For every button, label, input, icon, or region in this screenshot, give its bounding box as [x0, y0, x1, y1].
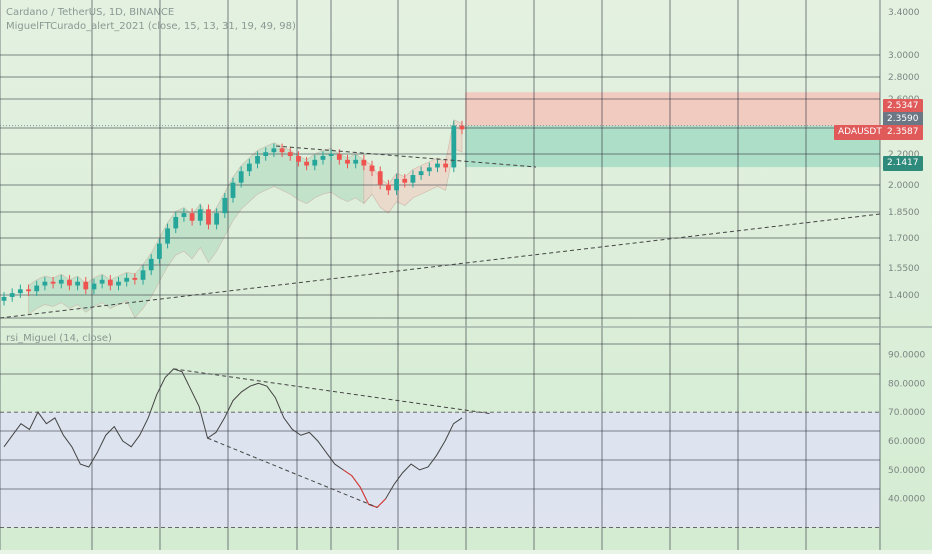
price-tick-0: 3.4000 — [888, 8, 920, 18]
rsi-band — [0, 412, 880, 528]
candle-body-53 — [435, 163, 440, 168]
candle-body-15 — [124, 277, 130, 282]
candle-body-44 — [361, 159, 367, 166]
candle-body-2 — [17, 289, 23, 294]
rsi-legend: rsi_Miguel (14, close) — [6, 333, 112, 344]
candle-body-38 — [312, 159, 318, 166]
candle-body-25 — [206, 209, 211, 225]
candle-body-41 — [336, 154, 342, 160]
trendline-support — [0, 213, 881, 319]
rsi-line-highlight — [342, 469, 387, 508]
candle-body-39 — [320, 156, 326, 160]
candle-body-43 — [353, 159, 359, 164]
target-zone — [465, 125, 880, 168]
candle-body-6 — [50, 281, 56, 284]
price-tick-9: 1.5500 — [888, 264, 920, 274]
candle-body-32 — [263, 152, 269, 156]
candle-body-54 — [443, 163, 449, 168]
rsi-tick-4: 50.0000 — [888, 466, 925, 476]
candle-body-45 — [369, 165, 375, 172]
candle-body-47 — [385, 184, 391, 191]
candle-body-26 — [214, 213, 220, 225]
candle-body-27 — [222, 197, 228, 214]
candle-body-4 — [34, 285, 40, 292]
stop-zone — [465, 92, 880, 126]
price-tick-6: 2.0000 — [888, 181, 920, 191]
price-tick-1: 3.0000 — [888, 51, 920, 61]
candle-body-8 — [67, 279, 72, 286]
trendline-resistance — [275, 145, 537, 168]
candle-body-7 — [58, 279, 64, 284]
candle-body-16 — [132, 277, 138, 280]
rsi-tick-3: 60.0000 — [888, 437, 925, 447]
candle-body-34 — [279, 148, 285, 153]
candle-body-46 — [377, 171, 383, 185]
chart-title: Cardano / TetherUS, 1D, BINANCE — [6, 7, 175, 18]
price-tick-7: 1.8500 — [888, 208, 920, 218]
candle-body-1 — [9, 293, 15, 297]
rsi-trendline-lower — [207, 437, 378, 508]
candle-body-50 — [410, 175, 416, 183]
symbol-tag: ADAUSDT — [834, 125, 886, 140]
candle-body-18 — [148, 258, 154, 271]
candle-body-20 — [165, 228, 170, 244]
candle-body-33 — [271, 148, 277, 153]
entry-price-tag: 2.3590 — [883, 112, 923, 127]
rsi-tick-1: 80.0000 — [888, 379, 925, 389]
candle-body-10 — [83, 281, 89, 290]
candle-body-13 — [107, 279, 113, 286]
candle-body-56 — [459, 125, 465, 130]
candle-body-23 — [189, 213, 195, 221]
rsi-tick-0: 90.0000 — [888, 350, 925, 360]
candle-body-35 — [287, 152, 293, 156]
candle-body-36 — [296, 156, 301, 162]
candle-body-55 — [451, 125, 457, 168]
candle-body-40 — [328, 154, 334, 156]
candle-body-31 — [255, 156, 260, 164]
candle-body-11 — [91, 283, 97, 290]
candle-body-3 — [26, 289, 31, 292]
candle-body-28 — [230, 182, 236, 198]
candle-body-12 — [99, 279, 105, 284]
candle-body-22 — [181, 213, 187, 217]
candle-body-14 — [116, 281, 121, 286]
price-tick-2: 2.8000 — [888, 73, 920, 83]
candle-body-24 — [197, 209, 203, 221]
candle-body-17 — [140, 270, 146, 280]
price-tick-5: 2.2000 — [888, 150, 920, 160]
candle-body-21 — [173, 216, 179, 229]
rsi-trendline-upper — [173, 368, 491, 415]
candle-body-49 — [402, 178, 408, 183]
current-price-tag: 2.3587 — [883, 125, 923, 140]
candle-body-30 — [246, 163, 252, 172]
candle-body-51 — [418, 171, 424, 176]
price-tick-10: 1.4000 — [888, 291, 920, 301]
candle-body-5 — [42, 281, 48, 286]
stop-price-tag: 2.5347 — [883, 99, 923, 114]
candle-body-52 — [426, 167, 432, 172]
candle-body-9 — [75, 281, 81, 286]
candle-body-29 — [238, 171, 244, 183]
rsi-tick-5: 40.0000 — [888, 495, 925, 505]
indicator-legend: MiguelFTCurado_alert_2021 (close, 15, 13… — [6, 21, 296, 32]
target-price-tag: 2.1417 — [883, 156, 923, 171]
price-tick-8: 1.7000 — [888, 234, 920, 244]
candle-body-0 — [1, 296, 7, 301]
candle-body-19 — [156, 243, 162, 259]
candle-body-48 — [394, 178, 399, 191]
rsi-tick-2: 70.0000 — [888, 408, 925, 418]
candle-body-42 — [345, 159, 350, 164]
candle-body-37 — [304, 161, 310, 166]
